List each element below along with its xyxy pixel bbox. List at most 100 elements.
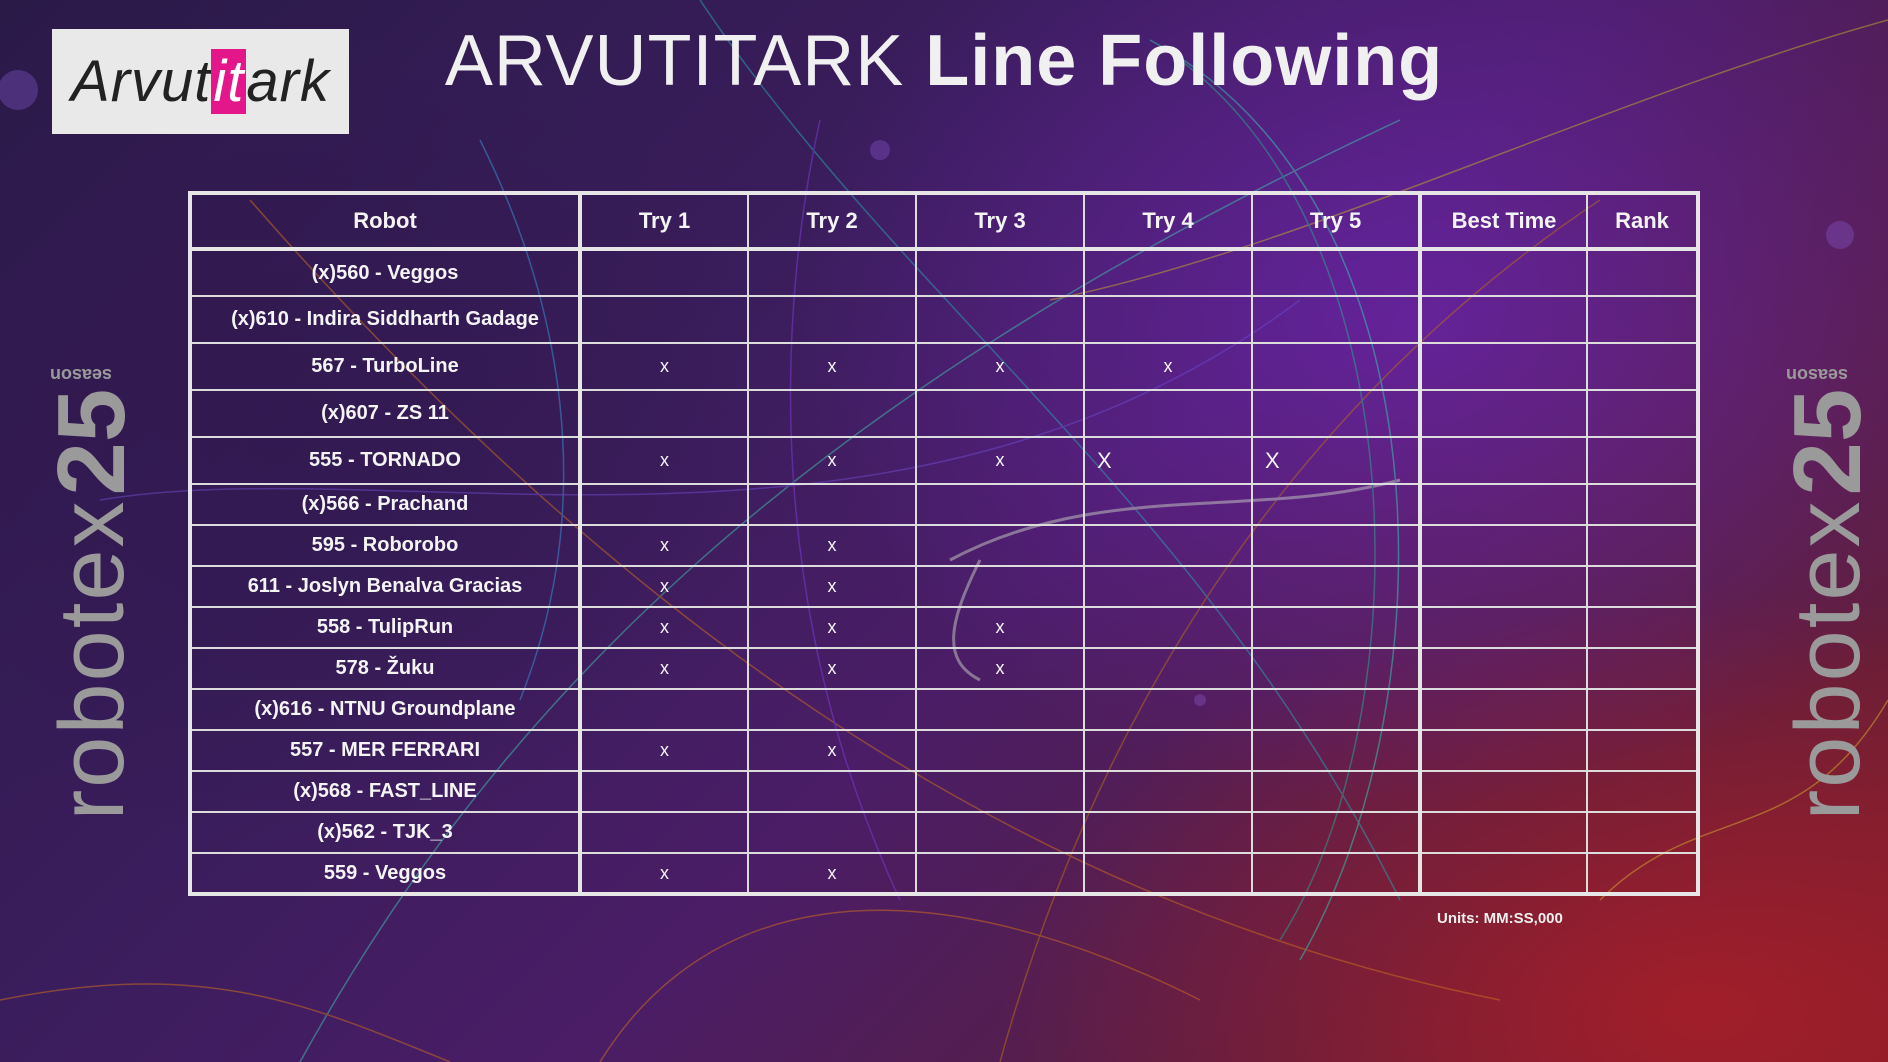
try-3-cell xyxy=(915,295,1085,344)
try-5-cell xyxy=(1251,606,1421,649)
try-5-cell xyxy=(1251,565,1421,608)
header-try-4: Try 4 xyxy=(1083,192,1253,250)
try-3-cell: x xyxy=(915,436,1085,485)
try-3-cell: x xyxy=(915,647,1085,690)
try-1-cell: x xyxy=(578,606,749,649)
robot-cell: 559 - Veggos xyxy=(189,852,581,895)
robot-cell: (x)566 - Prachand xyxy=(189,483,581,526)
rank-cell xyxy=(1586,852,1699,895)
table-row: (x)610 - Indira Siddharth Gadage xyxy=(189,295,1699,344)
try-1-cell xyxy=(578,295,749,344)
try-4-cell xyxy=(1083,852,1253,895)
try-2-cell: x xyxy=(747,342,917,391)
robot-cell: (x)616 - NTNU Groundplane xyxy=(189,688,581,731)
try-2-cell xyxy=(747,248,917,297)
try-2-cell xyxy=(747,770,917,813)
rank-cell xyxy=(1586,729,1699,772)
try-4-cell xyxy=(1083,688,1253,731)
title-part-2: Line Following xyxy=(925,21,1444,101)
try-2-cell xyxy=(747,811,917,854)
try-2-cell xyxy=(747,389,917,438)
try-4-cell xyxy=(1083,295,1253,344)
results-table: Robot Try 1 Try 2 Try 3 Try 4 Try 5 Best… xyxy=(188,191,1700,896)
try-4-cell xyxy=(1083,606,1253,649)
try-4-cell xyxy=(1083,565,1253,608)
table-row: 557 - MER FERRARI x x xyxy=(189,729,1699,772)
logo-text: Arvutitark xyxy=(71,49,330,114)
title-part-1: ARVUTITARK xyxy=(444,21,905,101)
try-1-cell: x xyxy=(578,647,749,690)
table-row: (x)568 - FAST_LINE xyxy=(189,770,1699,813)
header-rank: Rank xyxy=(1586,192,1699,250)
try-4-cell xyxy=(1083,770,1253,813)
header-try-3: Try 3 xyxy=(915,192,1085,250)
try-4-cell xyxy=(1083,524,1253,567)
table-row: 595 - Roborobo x x xyxy=(189,524,1699,567)
try-5-cell xyxy=(1251,389,1421,438)
header-try-2: Try 2 xyxy=(747,192,917,250)
rank-cell xyxy=(1586,647,1699,690)
try-2-cell: x xyxy=(747,524,917,567)
rank-cell xyxy=(1586,811,1699,854)
try-5-cell xyxy=(1251,770,1421,813)
try-2-cell: x xyxy=(747,647,917,690)
brand-number: 25 xyxy=(1774,388,1881,496)
table-row: 555 - TORNADO x x x X X xyxy=(189,436,1699,485)
robot-cell: (x)560 - Veggos xyxy=(189,248,581,297)
try-2-cell xyxy=(747,688,917,731)
try-3-cell xyxy=(915,811,1085,854)
best-time-cell xyxy=(1418,852,1588,895)
try-1-cell: x xyxy=(578,436,749,485)
try-1-cell: x xyxy=(578,729,749,772)
rank-cell xyxy=(1586,524,1699,567)
brand-number: 25 xyxy=(38,388,145,496)
try-1-cell xyxy=(578,811,749,854)
try-5-cell: X xyxy=(1251,436,1421,485)
best-time-cell xyxy=(1418,647,1588,690)
robot-cell: (x)610 - Indira Siddharth Gadage xyxy=(189,295,581,344)
brand-word: robotex xyxy=(40,499,143,821)
try-1-cell: x xyxy=(578,524,749,567)
try-3-cell xyxy=(915,248,1085,297)
table-body: (x)560 - Veggos (x)610 - Indira Siddharth… xyxy=(189,248,1699,895)
header-robot: Robot xyxy=(189,192,581,250)
robot-cell: (x)568 - FAST_LINE xyxy=(189,770,581,813)
best-time-cell xyxy=(1418,483,1588,526)
try-5-cell xyxy=(1251,729,1421,772)
rank-cell xyxy=(1586,483,1699,526)
try-4-cell xyxy=(1083,729,1253,772)
table-row: 558 - TulipRun x x x xyxy=(189,606,1699,649)
try-5-cell xyxy=(1251,342,1421,391)
header-best-time: Best Time xyxy=(1418,192,1588,250)
try-3-cell xyxy=(915,852,1085,895)
rank-cell xyxy=(1586,342,1699,391)
try-3-cell xyxy=(915,389,1085,438)
robot-cell: 567 - TurboLine xyxy=(189,342,581,391)
table-row: 578 - Žuku x x x xyxy=(189,647,1699,690)
try-5-cell xyxy=(1251,483,1421,526)
try-1-cell xyxy=(578,248,749,297)
try-3-cell: x xyxy=(915,606,1085,649)
try-4-cell xyxy=(1083,647,1253,690)
table-row: 559 - Veggos x x xyxy=(189,852,1699,895)
rank-cell xyxy=(1586,606,1699,649)
best-time-cell xyxy=(1418,342,1588,391)
try-2-cell: x xyxy=(747,852,917,895)
brand-season: season xyxy=(50,364,113,385)
try-3-cell xyxy=(915,483,1085,526)
try-3-cell xyxy=(915,770,1085,813)
table-row: 611 - Joslyn Benalva Gracias x x xyxy=(189,565,1699,608)
rank-cell xyxy=(1586,389,1699,438)
try-3-cell: x xyxy=(915,342,1085,391)
brand-word: robotex xyxy=(1776,499,1879,821)
best-time-cell xyxy=(1418,565,1588,608)
table-header-row: Robot Try 1 Try 2 Try 3 Try 4 Try 5 Best… xyxy=(189,192,1699,250)
robotex-brand-right: robotex 25 season xyxy=(1768,362,1888,822)
robot-cell: (x)562 - TJK_3 xyxy=(189,811,581,854)
rank-cell xyxy=(1586,688,1699,731)
robot-cell: 578 - Žuku xyxy=(189,647,581,690)
try-2-cell xyxy=(747,483,917,526)
try-4-cell xyxy=(1083,811,1253,854)
try-3-cell xyxy=(915,524,1085,567)
arvutitark-logo: Arvutitark xyxy=(52,29,349,134)
